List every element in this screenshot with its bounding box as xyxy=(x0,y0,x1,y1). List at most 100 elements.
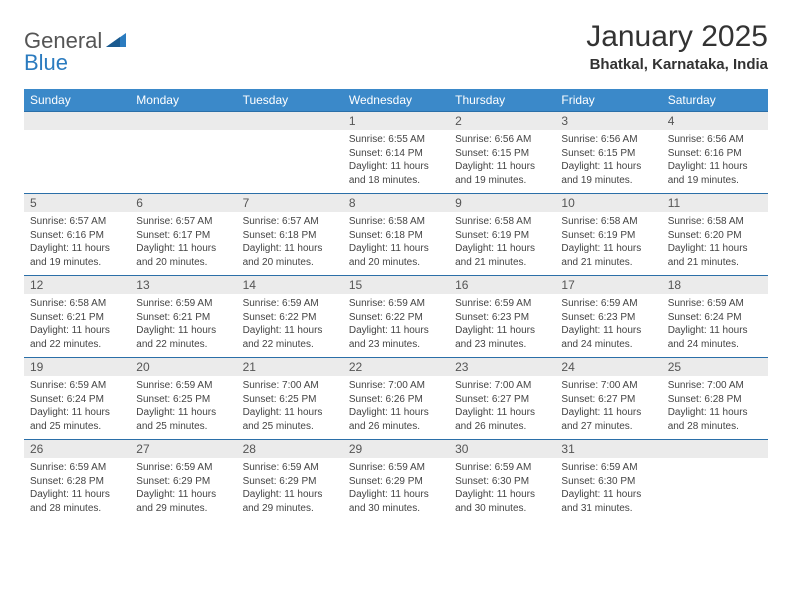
day-cell: 28Sunrise: 6:59 AMSunset: 6:29 PMDayligh… xyxy=(237,440,343,522)
sunrise-text: Sunrise: 6:58 AM xyxy=(455,215,549,229)
daylight-line1: Daylight: 11 hours xyxy=(455,488,549,502)
day-content: Sunrise: 6:56 AMSunset: 6:16 PMDaylight:… xyxy=(662,130,768,191)
daylight-line2: and 27 minutes. xyxy=(561,420,655,434)
daylight-line2: and 30 minutes. xyxy=(455,502,549,516)
day-content: Sunrise: 6:59 AMSunset: 6:22 PMDaylight:… xyxy=(237,294,343,355)
empty-day-header xyxy=(130,112,236,130)
daylight-line1: Daylight: 11 hours xyxy=(455,324,549,338)
day-content: Sunrise: 7:00 AMSunset: 6:27 PMDaylight:… xyxy=(449,376,555,437)
sunset-text: Sunset: 6:25 PM xyxy=(136,393,230,407)
day-header-fri: Friday xyxy=(555,89,661,112)
day-content: Sunrise: 6:55 AMSunset: 6:14 PMDaylight:… xyxy=(343,130,449,191)
sunrise-text: Sunrise: 6:55 AM xyxy=(349,133,443,147)
day-number: 7 xyxy=(237,194,343,212)
daylight-line1: Daylight: 11 hours xyxy=(30,324,124,338)
empty-day-header xyxy=(237,112,343,130)
daylight-line2: and 19 minutes. xyxy=(455,174,549,188)
sunset-text: Sunset: 6:24 PM xyxy=(30,393,124,407)
daylight-line2: and 22 minutes. xyxy=(30,338,124,352)
day-number: 17 xyxy=(555,276,661,294)
day-content: Sunrise: 6:58 AMSunset: 6:19 PMDaylight:… xyxy=(555,212,661,273)
sunrise-text: Sunrise: 7:00 AM xyxy=(243,379,337,393)
day-content: Sunrise: 6:59 AMSunset: 6:25 PMDaylight:… xyxy=(130,376,236,437)
day-cell: 8Sunrise: 6:58 AMSunset: 6:18 PMDaylight… xyxy=(343,194,449,276)
day-number: 24 xyxy=(555,358,661,376)
day-cell xyxy=(130,112,236,194)
logo-text-blue: Blue xyxy=(24,50,68,76)
sunset-text: Sunset: 6:21 PM xyxy=(136,311,230,325)
daylight-line1: Daylight: 11 hours xyxy=(136,488,230,502)
daylight-line1: Daylight: 11 hours xyxy=(561,488,655,502)
sunrise-text: Sunrise: 7:00 AM xyxy=(561,379,655,393)
day-header-tue: Tuesday xyxy=(237,89,343,112)
daylight-line2: and 21 minutes. xyxy=(455,256,549,270)
week-row: 1Sunrise: 6:55 AMSunset: 6:14 PMDaylight… xyxy=(24,112,768,194)
day-number: 28 xyxy=(237,440,343,458)
day-content: Sunrise: 6:56 AMSunset: 6:15 PMDaylight:… xyxy=(555,130,661,191)
daylight-line1: Daylight: 11 hours xyxy=(30,242,124,256)
daylight-line1: Daylight: 11 hours xyxy=(349,406,443,420)
day-number: 5 xyxy=(24,194,130,212)
sunset-text: Sunset: 6:14 PM xyxy=(349,147,443,161)
day-number: 12 xyxy=(24,276,130,294)
sunset-text: Sunset: 6:29 PM xyxy=(136,475,230,489)
day-content: Sunrise: 6:56 AMSunset: 6:15 PMDaylight:… xyxy=(449,130,555,191)
day-cell: 18Sunrise: 6:59 AMSunset: 6:24 PMDayligh… xyxy=(662,276,768,358)
daylight-line2: and 19 minutes. xyxy=(561,174,655,188)
day-content: Sunrise: 6:59 AMSunset: 6:22 PMDaylight:… xyxy=(343,294,449,355)
day-number: 30 xyxy=(449,440,555,458)
daylight-line2: and 29 minutes. xyxy=(136,502,230,516)
day-number: 4 xyxy=(662,112,768,130)
day-number: 14 xyxy=(237,276,343,294)
daylight-line2: and 31 minutes. xyxy=(561,502,655,516)
sunrise-text: Sunrise: 6:59 AM xyxy=(136,461,230,475)
day-content: Sunrise: 6:59 AMSunset: 6:24 PMDaylight:… xyxy=(662,294,768,355)
day-content: Sunrise: 7:00 AMSunset: 6:28 PMDaylight:… xyxy=(662,376,768,437)
day-content: Sunrise: 6:57 AMSunset: 6:17 PMDaylight:… xyxy=(130,212,236,273)
sunrise-text: Sunrise: 7:00 AM xyxy=(349,379,443,393)
sunset-text: Sunset: 6:19 PM xyxy=(455,229,549,243)
day-content: Sunrise: 6:59 AMSunset: 6:30 PMDaylight:… xyxy=(449,458,555,519)
location-text: Bhatkal, Karnataka, India xyxy=(586,56,768,73)
day-content: Sunrise: 6:58 AMSunset: 6:20 PMDaylight:… xyxy=(662,212,768,273)
day-cell: 16Sunrise: 6:59 AMSunset: 6:23 PMDayligh… xyxy=(449,276,555,358)
day-cell: 12Sunrise: 6:58 AMSunset: 6:21 PMDayligh… xyxy=(24,276,130,358)
day-header-mon: Monday xyxy=(130,89,236,112)
sunset-text: Sunset: 6:25 PM xyxy=(243,393,337,407)
daylight-line2: and 26 minutes. xyxy=(349,420,443,434)
sunrise-text: Sunrise: 6:58 AM xyxy=(561,215,655,229)
sunset-text: Sunset: 6:16 PM xyxy=(668,147,762,161)
day-number: 29 xyxy=(343,440,449,458)
sunset-text: Sunset: 6:28 PM xyxy=(668,393,762,407)
daylight-line1: Daylight: 11 hours xyxy=(136,406,230,420)
day-number: 18 xyxy=(662,276,768,294)
day-content: Sunrise: 6:59 AMSunset: 6:24 PMDaylight:… xyxy=(24,376,130,437)
sunset-text: Sunset: 6:22 PM xyxy=(243,311,337,325)
day-content: Sunrise: 6:59 AMSunset: 6:23 PMDaylight:… xyxy=(449,294,555,355)
day-cell: 30Sunrise: 6:59 AMSunset: 6:30 PMDayligh… xyxy=(449,440,555,522)
daylight-line1: Daylight: 11 hours xyxy=(243,406,337,420)
day-cell xyxy=(237,112,343,194)
day-cell: 20Sunrise: 6:59 AMSunset: 6:25 PMDayligh… xyxy=(130,358,236,440)
calendar-page: General January 2025 Bhatkal, Karnataka,… xyxy=(0,0,792,542)
daylight-line2: and 25 minutes. xyxy=(243,420,337,434)
day-content: Sunrise: 6:59 AMSunset: 6:29 PMDaylight:… xyxy=(343,458,449,519)
daylight-line1: Daylight: 11 hours xyxy=(243,324,337,338)
week-row: 19Sunrise: 6:59 AMSunset: 6:24 PMDayligh… xyxy=(24,358,768,440)
daylight-line1: Daylight: 11 hours xyxy=(668,242,762,256)
day-number: 27 xyxy=(130,440,236,458)
sunrise-text: Sunrise: 6:56 AM xyxy=(561,133,655,147)
daylight-line2: and 19 minutes. xyxy=(30,256,124,270)
daylight-line2: and 24 minutes. xyxy=(668,338,762,352)
logo: General xyxy=(24,20,128,54)
day-number: 3 xyxy=(555,112,661,130)
sunrise-text: Sunrise: 6:59 AM xyxy=(136,297,230,311)
day-content: Sunrise: 6:58 AMSunset: 6:18 PMDaylight:… xyxy=(343,212,449,273)
daylight-line1: Daylight: 11 hours xyxy=(668,324,762,338)
day-cell: 23Sunrise: 7:00 AMSunset: 6:27 PMDayligh… xyxy=(449,358,555,440)
sunrise-text: Sunrise: 6:59 AM xyxy=(455,461,549,475)
sunrise-text: Sunrise: 7:00 AM xyxy=(668,379,762,393)
sunset-text: Sunset: 6:27 PM xyxy=(561,393,655,407)
sunrise-text: Sunrise: 6:58 AM xyxy=(668,215,762,229)
daylight-line2: and 19 minutes. xyxy=(668,174,762,188)
